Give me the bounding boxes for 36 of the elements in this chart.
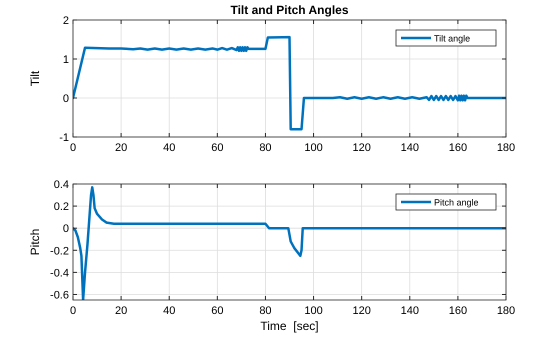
legend-label: Pitch angle <box>434 198 479 208</box>
y-tick-label: 0 <box>62 93 69 105</box>
y-tick-label: 1 <box>62 54 69 66</box>
x-tick-label: 80 <box>259 142 272 154</box>
x-tick-label: 60 <box>211 305 224 317</box>
y-tick-label: -0.2 <box>50 245 69 258</box>
x-tick-label: 40 <box>163 305 176 317</box>
x-tick-label: 160 <box>448 142 468 154</box>
chart-title: Tilt and Pitch Angles <box>230 3 349 17</box>
x-tick-label: 140 <box>400 305 419 317</box>
x-tick-label: 180 <box>496 142 516 154</box>
y-tick-label: 0.2 <box>54 201 69 214</box>
line-series <box>73 36 506 130</box>
y-tick-label: -0.4 <box>50 267 69 280</box>
y-tick-label: 0 <box>62 223 69 236</box>
legend-label: Tilt angle <box>434 34 470 44</box>
x-tick-label: 140 <box>400 142 419 154</box>
x-tick-label: 180 <box>496 305 516 317</box>
y-tick-label: -0.6 <box>50 289 69 302</box>
y-tick-label: -1 <box>59 132 69 144</box>
y-axis-title: Tilt <box>28 70 42 86</box>
y-tick-label: 0.4 <box>54 179 69 191</box>
x-tick-label: 20 <box>114 142 128 154</box>
y-tick-label: 2 <box>62 15 69 27</box>
x-tick-label: 160 <box>448 305 468 317</box>
x-tick-label: 20 <box>114 305 128 317</box>
y-axis-title: Pitch <box>28 228 42 256</box>
line-series <box>73 186 506 300</box>
x-tick-label: 100 <box>304 305 323 317</box>
x-tick-label: 40 <box>163 142 176 154</box>
x-tick-label: 120 <box>352 305 371 317</box>
x-axis-title: Time [sec] <box>260 319 319 333</box>
x-tick-label: 100 <box>304 142 323 154</box>
x-tick-label: 80 <box>259 305 272 317</box>
x-tick-label: 120 <box>352 142 371 154</box>
x-tick-label: 60 <box>211 142 224 154</box>
